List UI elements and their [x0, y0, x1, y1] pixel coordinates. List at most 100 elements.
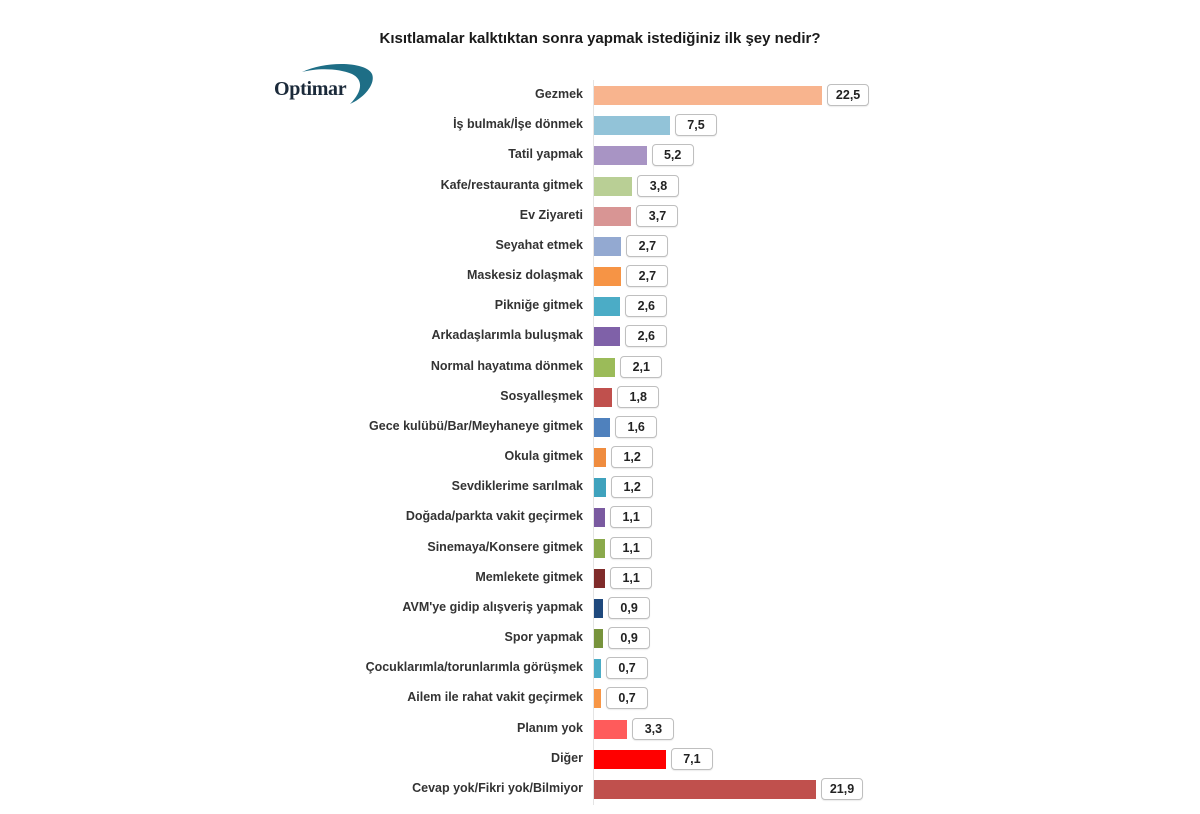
bar-label: Gezmek — [535, 87, 583, 101]
bar-row: Sosyalleşmek 1,8 — [0, 385, 1200, 408]
logo-swoosh-icon — [302, 63, 373, 104]
bar — [594, 327, 621, 347]
value-label: 1,1 — [610, 536, 653, 559]
bar — [594, 508, 606, 528]
bar-row: Maskesiz dolaşmak 2,7 — [0, 265, 1200, 288]
bar-row: Cevap yok/Fikri yok/Bilmiyor 21,9 — [0, 777, 1200, 800]
bar-label: AVM'ye gidip alışveriş yapmak — [402, 599, 583, 614]
bar-row: Gece kulübü/Bar/Meyhaneye gitmek 1,6 — [0, 415, 1200, 438]
value-label: 1,2 — [611, 476, 654, 499]
bar — [594, 357, 616, 377]
bar-label: Cevap yok/Fikri yok/Bilmiyor — [412, 780, 583, 795]
category-axis-line — [593, 80, 594, 805]
bar — [594, 297, 621, 317]
bar — [594, 779, 816, 799]
value-label: 1,8 — [617, 385, 660, 408]
optimar-logo: Optimar — [272, 62, 382, 106]
bar-row: Kafe/restauranta gitmek 3,8 — [0, 174, 1200, 197]
bar — [594, 749, 666, 769]
bar-row: Sevdiklerime sarılmak 1,2 — [0, 476, 1200, 499]
bar — [594, 538, 606, 558]
bar — [594, 478, 607, 498]
value-label: 0,7 — [606, 657, 649, 680]
bar-label: Spor yapmak — [504, 630, 583, 645]
value-label: 21,9 — [820, 777, 864, 800]
value-label: 1,2 — [611, 446, 654, 469]
bar-row: Sinemaya/Konsere gitmek 1,1 — [0, 536, 1200, 559]
bar — [594, 267, 622, 287]
bar — [594, 86, 822, 105]
bar-label: Diğer — [551, 750, 583, 765]
bar-label: Okula gitmek — [504, 449, 584, 464]
value-label: 3,7 — [636, 204, 679, 227]
bar-label: İş bulmak/İşe dönmek — [453, 117, 583, 132]
bar-row: Normal hayatıma dönmek 2,1 — [0, 355, 1200, 378]
bar-row: AVM'ye gidip alışveriş yapmak 0,9 — [0, 596, 1200, 619]
bar — [594, 448, 607, 468]
value-label: 2,1 — [620, 355, 663, 378]
bar — [594, 146, 647, 166]
bar-label: Ev Ziyareti — [519, 207, 583, 222]
bar-row: Gezmek 22,5 — [0, 84, 1200, 106]
bar — [594, 659, 602, 679]
bar-row: Planım yok 3,3 — [0, 717, 1200, 740]
bar — [594, 236, 622, 256]
bar-label: Memlekete gitmek — [475, 569, 583, 584]
bar-label: Doğada/parkta vakit geçirmek — [405, 509, 583, 524]
bar-row: Diğer 7,1 — [0, 747, 1200, 770]
bar — [594, 719, 628, 739]
bar-label: Maskesiz dolaşmak — [466, 268, 583, 283]
bar-label: Sosyalleşmek — [500, 388, 583, 403]
value-label: 2,6 — [625, 325, 668, 348]
chart-title: Kısıtlamalar kalktıktan sonra yapmak ist… — [379, 30, 821, 47]
value-label: 5,2 — [651, 144, 694, 167]
bar-row: Doğada/parkta vakit geçirmek 1,1 — [0, 506, 1200, 529]
bar-row: Çocuklarımla/torunlarımla görüşmek 0,7 — [0, 657, 1200, 680]
bar-label: Pikniğe gitmek — [494, 298, 583, 313]
value-label: 3,3 — [632, 717, 675, 740]
bar — [594, 689, 602, 709]
bar — [594, 116, 670, 136]
bar-row: Memlekete gitmek 1,1 — [0, 566, 1200, 589]
value-label: 7,5 — [674, 114, 717, 137]
bar — [594, 568, 606, 588]
value-label: 22,5 — [826, 84, 870, 106]
bar-label: Ailem ile rahat vakit geçirmek — [407, 690, 583, 705]
bar-label: Normal hayatıma dönmek — [430, 358, 583, 373]
value-label: 2,7 — [626, 234, 669, 257]
value-label: 2,6 — [625, 295, 668, 318]
bar-label: Sinemaya/Konsere gitmek — [427, 539, 583, 554]
value-label: 1,6 — [615, 415, 658, 438]
value-label: 0,7 — [606, 687, 649, 710]
bar — [594, 417, 611, 437]
bar-label: Planım yok — [517, 720, 583, 735]
bar-row: Okula gitmek 1,2 — [0, 446, 1200, 469]
bar — [594, 206, 632, 226]
value-label: 1,1 — [610, 566, 653, 589]
value-label: 0,9 — [608, 596, 651, 619]
bar-row: Pikniğe gitmek 2,6 — [0, 295, 1200, 318]
bar — [594, 176, 633, 196]
bar-row: İş bulmak/İşe dönmek 7,5 — [0, 114, 1200, 137]
bar-label: Kafe/restauranta gitmek — [440, 177, 583, 192]
bar — [594, 629, 604, 649]
bar-row: Ailem ile rahat vakit geçirmek 0,7 — [0, 687, 1200, 710]
bar-label: Seyahat etmek — [495, 237, 583, 252]
bar-row: Arkadaşlarımla buluşmak 2,6 — [0, 325, 1200, 348]
value-label: 2,7 — [626, 265, 669, 288]
bar — [594, 598, 604, 618]
logo-text: Optimar — [274, 78, 347, 100]
bar-label: Sevdiklerime sarılmak — [451, 479, 583, 494]
value-label: 1,1 — [610, 506, 653, 529]
bar-label: Arkadaşlarımla buluşmak — [431, 328, 583, 343]
bar — [594, 387, 613, 407]
bar-label: Çocuklarımla/torunlarımla görüşmek — [365, 660, 583, 675]
value-label: 0,9 — [608, 627, 651, 650]
value-label: 7,1 — [670, 747, 713, 770]
bar-row: Seyahat etmek 2,7 — [0, 234, 1200, 257]
bar-row: Spor yapmak 0,9 — [0, 627, 1200, 650]
bar-row: Tatil yapmak 5,2 — [0, 144, 1200, 167]
bar-label: Gece kulübü/Bar/Meyhaneye gitmek — [369, 418, 583, 433]
bar-row: Ev Ziyareti 3,7 — [0, 204, 1200, 227]
bar-label: Tatil yapmak — [508, 147, 583, 162]
